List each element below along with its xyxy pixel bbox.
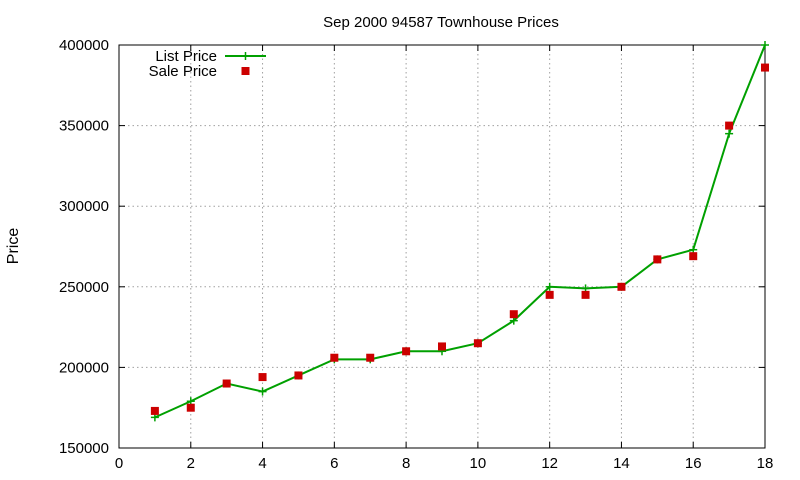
legend-label: List Price — [155, 48, 217, 65]
x-tick-label: 12 — [541, 455, 558, 472]
y-tick-label: 150000 — [59, 440, 109, 457]
data-point — [186, 403, 195, 412]
x-tick-label: 10 — [470, 455, 487, 472]
chart-title: Sep 2000 94587 Townhouse Prices — [323, 14, 559, 31]
x-tick-label: 6 — [330, 455, 338, 472]
data-point — [545, 282, 554, 291]
grid — [119, 45, 765, 448]
series-line — [154, 44, 766, 419]
legend-label: Sale Price — [149, 63, 217, 80]
data-point — [330, 353, 339, 362]
data-point — [725, 129, 734, 138]
y-tick-label: 300000 — [59, 198, 109, 215]
data-point — [725, 121, 734, 130]
data-point — [509, 310, 518, 319]
data-point — [150, 406, 159, 415]
series-1 — [150, 63, 769, 415]
y-tick-label: 250000 — [59, 279, 109, 296]
data-point — [473, 339, 482, 348]
data-point — [761, 41, 769, 49]
data-point — [222, 379, 231, 388]
data-point — [294, 371, 303, 380]
series-0 — [150, 41, 769, 422]
x-tick-label: 0 — [115, 455, 123, 472]
data-point — [258, 387, 267, 396]
y-tick-label: 350000 — [59, 118, 109, 135]
y-axis-label: Price — [5, 228, 22, 265]
x-tick-label: 14 — [613, 455, 630, 472]
data-point — [617, 282, 626, 291]
data-point — [545, 290, 554, 299]
series-layer — [150, 41, 769, 422]
y-tick-label: 400000 — [59, 37, 109, 54]
y-tick-label: 200000 — [59, 359, 109, 376]
data-point — [581, 290, 590, 299]
legend-marker — [241, 52, 250, 60]
data-point — [653, 255, 662, 264]
data-point — [402, 347, 411, 356]
data-point — [689, 252, 698, 261]
x-tick-label: 8 — [402, 455, 410, 472]
x-axis: 0 2 4 6 8 10 12 14 16 18 — [115, 45, 774, 472]
legend-marker — [241, 67, 250, 75]
x-tick-label: 2 — [187, 455, 195, 472]
data-point — [366, 353, 375, 362]
plot-frame — [118, 44, 766, 449]
data-point — [761, 63, 769, 72]
y-axis: 150000 200000 250000 300000 350000 400000 — [59, 37, 765, 457]
data-point — [258, 373, 267, 382]
x-tick-label: 18 — [757, 455, 774, 472]
data-point — [438, 342, 446, 351]
x-tick-label: 16 — [685, 455, 702, 472]
x-tick-label: 4 — [258, 455, 266, 472]
